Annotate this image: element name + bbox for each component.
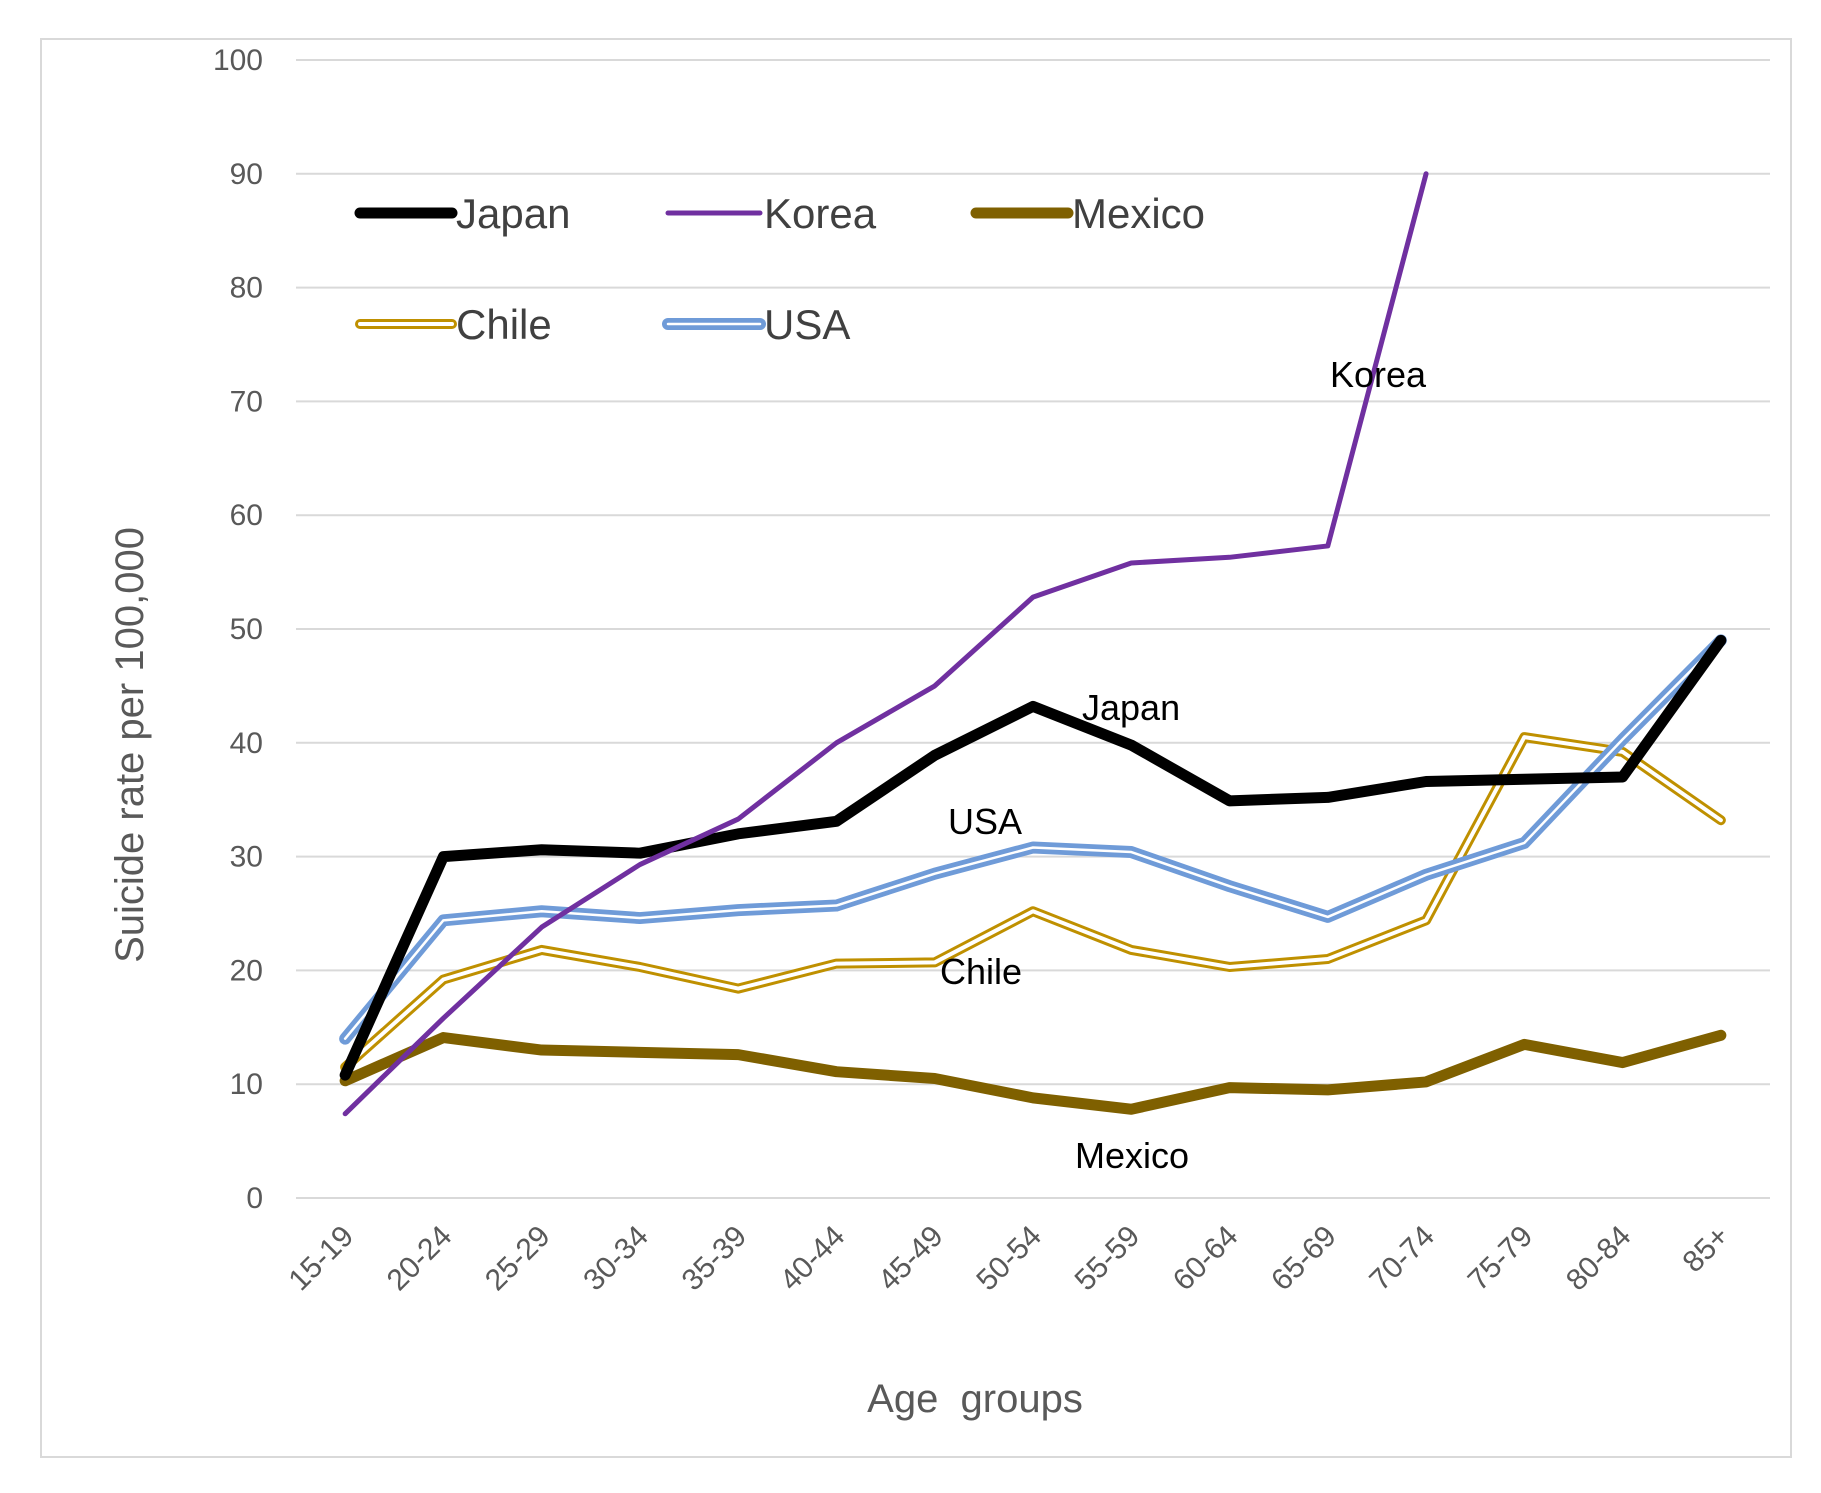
chart-frame (40, 38, 1792, 1458)
annotation-japan: Japan (1082, 687, 1180, 728)
annotation-chile: Chile (940, 951, 1022, 992)
x-tick-label: 80-84 (1560, 1220, 1638, 1298)
y-axis-ticks: 0 10 20 30 40 50 60 70 80 90 100 (213, 44, 263, 1215)
x-tick-label: 75-79 (1462, 1220, 1540, 1298)
x-tick-label: 45-49 (872, 1220, 950, 1298)
y-axis-title: Suicide rate per 100,000 (108, 527, 152, 963)
y-tick-label: 100 (213, 44, 263, 77)
annotation-usa: USA (948, 801, 1022, 842)
legend-label-japan: Japan (456, 190, 570, 237)
y-tick-label: 20 (230, 954, 263, 987)
x-tick-label: 60-64 (1167, 1220, 1245, 1298)
usa-line (339, 634, 1727, 1045)
x-tick-label: 40-44 (774, 1220, 852, 1298)
x-axis-title: Age groups (867, 1377, 1083, 1421)
japan-line (339, 634, 1727, 1081)
x-tick-label: 30-34 (577, 1220, 655, 1298)
korea-line (342, 171, 1429, 1117)
y-tick-label: 0 (246, 1182, 263, 1215)
gridlines (296, 59, 1770, 1199)
legend-label-mexico: Mexico (1072, 190, 1205, 237)
series-annotations: Korea Japan USA Chile Mexico (940, 354, 1427, 1176)
y-tick-label: 10 (230, 1068, 263, 1101)
series-lines (339, 171, 1727, 1117)
y-tick-label: 60 (230, 499, 263, 532)
y-tick-label: 40 (230, 727, 263, 760)
x-tick-label: 85+ (1676, 1220, 1735, 1279)
annotation-mexico: Mexico (1075, 1135, 1189, 1176)
legend-label-usa: USA (764, 301, 850, 348)
x-tick-label: 50-54 (970, 1220, 1048, 1298)
y-tick-label: 70 (230, 385, 263, 418)
chile-line (340, 732, 1726, 1073)
y-tick-label: 80 (230, 272, 263, 305)
legend-label-chile: Chile (456, 301, 552, 348)
x-tick-label: 25-29 (479, 1220, 557, 1298)
y-tick-label: 50 (230, 613, 263, 646)
x-axis-ticks: 15-19 20-24 25-29 30-34 35-39 40-44 45-49 50-54… (282, 1220, 1735, 1298)
y-tick-label: 90 (230, 158, 263, 191)
x-tick-label: 70-74 (1363, 1220, 1441, 1298)
x-tick-label: 15-19 (282, 1220, 360, 1298)
chile-line-inner (343, 735, 1723, 1070)
x-tick-label: 65-69 (1265, 1220, 1343, 1298)
legend-label-korea: Korea (764, 190, 877, 237)
x-tick-label: 20-24 (381, 1220, 459, 1298)
y-tick-label: 30 (230, 841, 263, 874)
x-tick-label: 55-59 (1069, 1220, 1147, 1298)
usa-line-inner (343, 639, 1723, 1040)
mexico-line (339, 1029, 1727, 1115)
x-tick-label: 35-39 (676, 1220, 754, 1298)
legend: Japan Korea Mexico Chile USA (354, 190, 1205, 348)
annotation-korea: Korea (1330, 354, 1427, 395)
